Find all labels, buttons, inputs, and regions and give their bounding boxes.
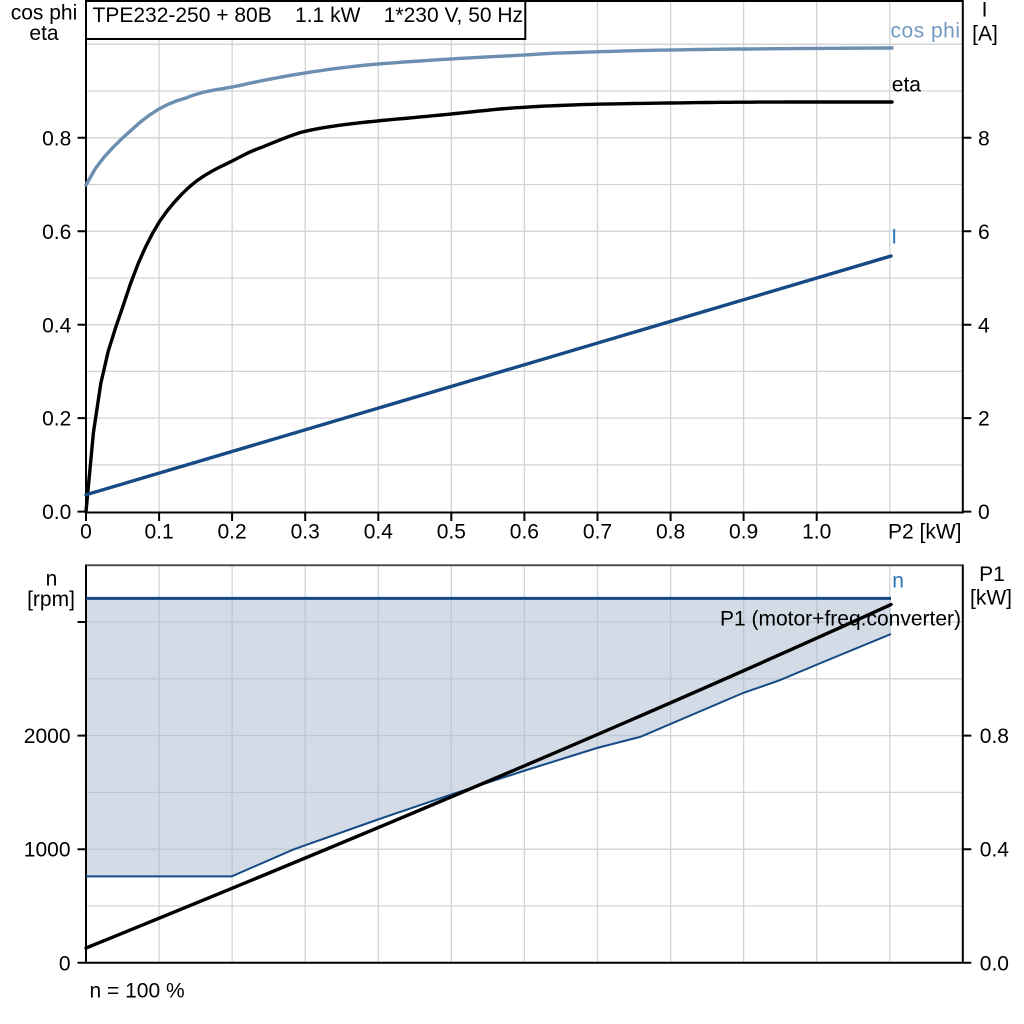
svg-text:0.6: 0.6 xyxy=(42,221,71,244)
svg-text:0.5: 0.5 xyxy=(437,521,466,544)
svg-text:0.0: 0.0 xyxy=(980,952,1009,975)
svg-text:2: 2 xyxy=(978,408,990,431)
svg-text:0.2: 0.2 xyxy=(42,408,71,431)
svg-text:0.7: 0.7 xyxy=(583,521,612,544)
svg-text:P1: P1 xyxy=(979,563,1005,586)
svg-text:0.8: 0.8 xyxy=(42,127,71,150)
svg-text:0.4: 0.4 xyxy=(42,314,72,337)
svg-text:P1 (motor+freq.converter): P1 (motor+freq.converter) xyxy=(720,608,961,631)
svg-text:0: 0 xyxy=(978,501,990,524)
svg-text:[kW]: [kW] xyxy=(970,586,1012,609)
svg-text:P2 [kW]: P2 [kW] xyxy=(888,521,962,544)
svg-text:0.4: 0.4 xyxy=(364,521,394,544)
svg-text:1.0: 1.0 xyxy=(802,521,831,544)
svg-text:4: 4 xyxy=(978,314,990,337)
svg-text:cos phi: cos phi xyxy=(890,20,960,43)
svg-text:0.0: 0.0 xyxy=(42,501,71,524)
svg-text:0.4: 0.4 xyxy=(980,839,1010,862)
svg-text:0.3: 0.3 xyxy=(291,521,320,544)
svg-text:1000: 1000 xyxy=(24,839,71,862)
svg-text:6: 6 xyxy=(978,221,990,244)
svg-text:0.8: 0.8 xyxy=(656,521,685,544)
svg-text:TPE232-250 + 80B 1.1 kW: TPE232-250 + 80B 1.1 kW 1*230 V, 50 Hz xyxy=(93,4,524,27)
svg-text:eta: eta xyxy=(892,74,922,97)
svg-text:cos phi: cos phi xyxy=(11,2,78,25)
svg-text:n: n xyxy=(892,569,904,592)
svg-text:n = 100 %: n = 100 % xyxy=(90,980,185,1003)
svg-text:0.8: 0.8 xyxy=(980,725,1009,748)
svg-text:0.1: 0.1 xyxy=(144,521,173,544)
svg-text:[rpm]: [rpm] xyxy=(27,588,75,611)
svg-text:8: 8 xyxy=(978,127,990,150)
svg-text:0.9: 0.9 xyxy=(729,521,758,544)
svg-text:2000: 2000 xyxy=(24,725,71,748)
svg-text:I: I xyxy=(891,226,897,249)
svg-text:[A]: [A] xyxy=(972,23,998,46)
svg-text:0.2: 0.2 xyxy=(217,521,246,544)
svg-text:I: I xyxy=(982,0,988,22)
svg-text:eta: eta xyxy=(29,22,59,45)
svg-text:0.6: 0.6 xyxy=(510,521,539,544)
svg-text:n: n xyxy=(46,567,58,590)
svg-text:0: 0 xyxy=(80,521,92,544)
svg-text:0: 0 xyxy=(59,952,71,975)
